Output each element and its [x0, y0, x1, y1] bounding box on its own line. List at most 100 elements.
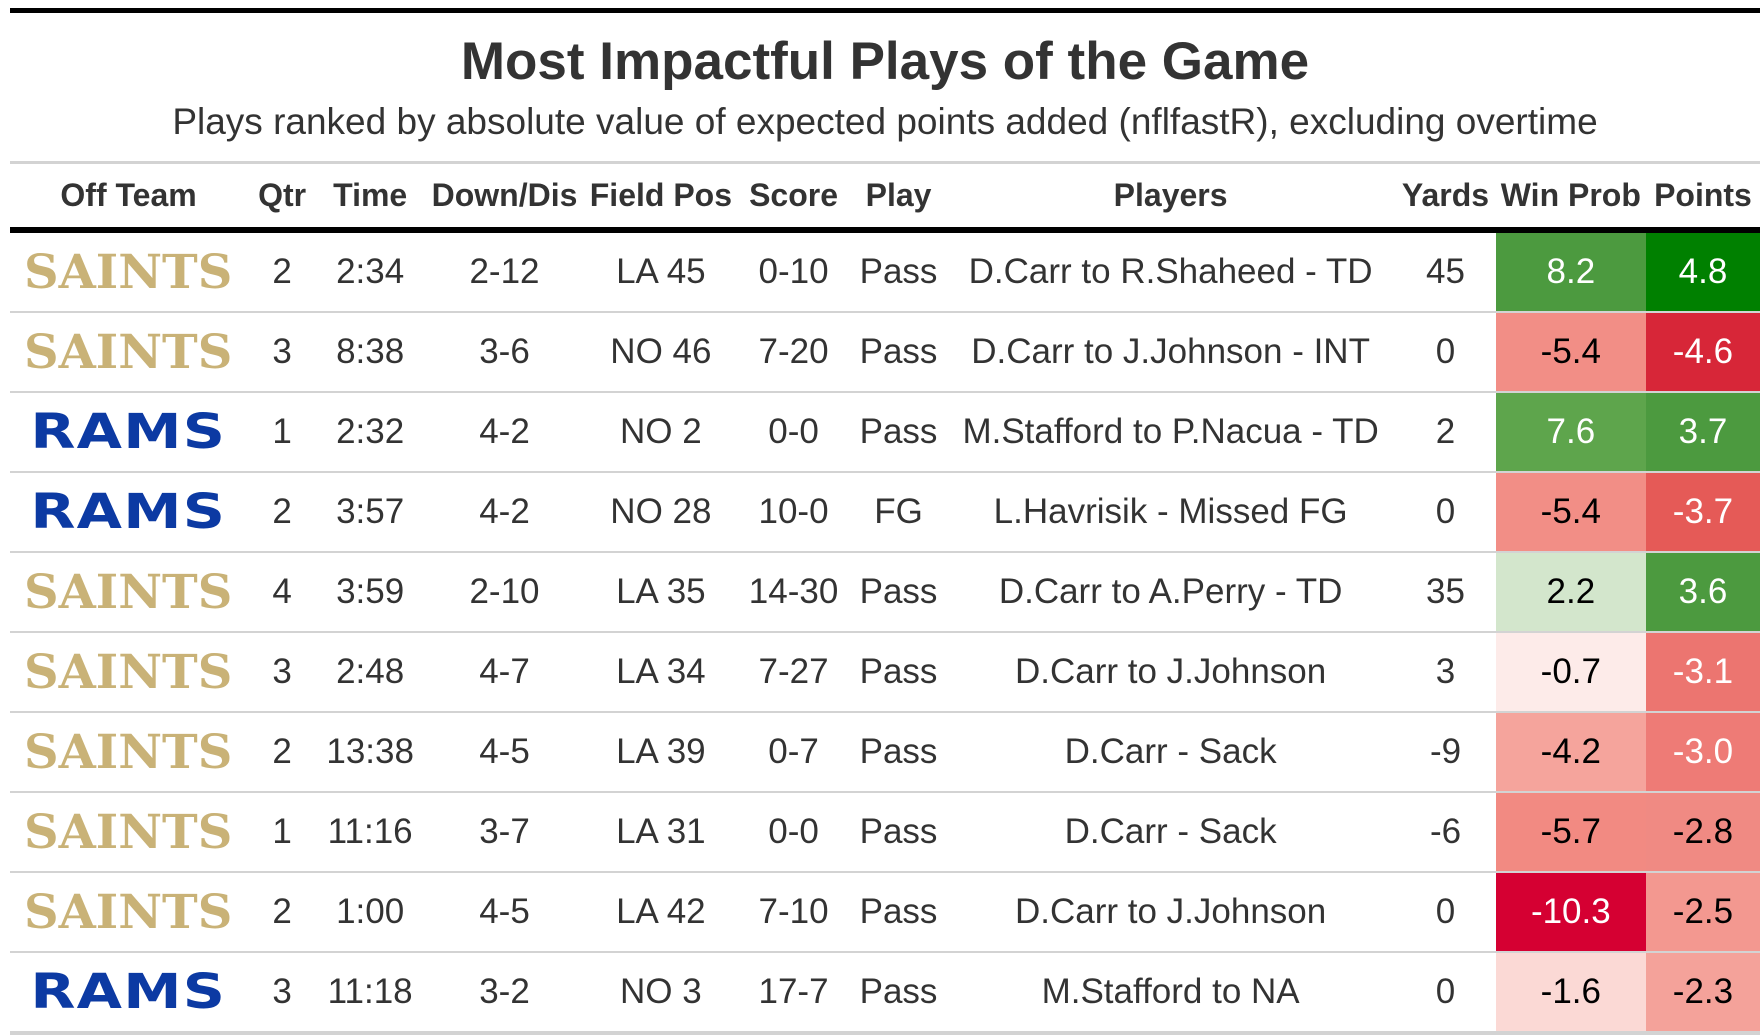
header-row: Off Team Qtr Time Down/Dis Field Pos Sco…	[10, 164, 1760, 233]
cell-play: Pass	[851, 632, 946, 713]
col-header-points: Points	[1645, 164, 1760, 233]
col-header-time: Time	[317, 164, 424, 233]
cell-points: -3.7	[1645, 472, 1760, 553]
table-row: SAINTS 2 1:00 4-5 LA 42 7-10 Pass D.Carr to J.J…	[10, 872, 1760, 953]
table-row: RAMS 1 2:32 4-2 NO 2 0-0 Pass M.Stafford to P.N…	[10, 392, 1760, 473]
cell-play: Pass	[851, 312, 946, 393]
cell-qtr: 1	[247, 792, 318, 873]
cell-fieldpos: LA 31	[585, 792, 736, 873]
cell-play: Pass	[851, 872, 946, 953]
rams-logo: RAMS	[30, 404, 227, 460]
cell-time: 11:16	[317, 792, 424, 873]
cell-score: 10-0	[735, 472, 852, 553]
team-logo-cell: SAINTS	[10, 792, 248, 873]
cell-players: D.Carr to J.Johnson	[945, 632, 1396, 713]
col-header-fieldpos: Field Pos	[585, 164, 736, 233]
cell-players: D.Carr to A.Perry - TD	[945, 552, 1396, 633]
cell-fieldpos: NO 46	[585, 312, 736, 393]
cell-score: 7-27	[735, 632, 852, 713]
cell-points: -3.1	[1645, 632, 1760, 713]
cell-yards: -6	[1395, 792, 1496, 873]
rams-logo: RAMS	[30, 964, 227, 1020]
cell-yards: 0	[1395, 472, 1496, 553]
rams-logo: RAMS	[30, 484, 227, 540]
cell-score: 7-10	[735, 872, 852, 953]
cell-score: 17-7	[735, 952, 852, 1035]
table-row: SAINTS 2 2:34 2-12 LA 45 0-10 Pass D.Carr to R.…	[10, 230, 1760, 313]
col-header-down: Down/Dis	[423, 164, 586, 233]
table-figure: Most Impactful Plays of the Game Plays r…	[10, 8, 1760, 1035]
saints-logo: SAINTS	[24, 724, 233, 780]
cell-yards: 0	[1395, 312, 1496, 393]
cell-players: D.Carr - Sack	[945, 712, 1396, 793]
cell-down: 3-6	[423, 312, 586, 393]
cell-fieldpos: NO 2	[585, 392, 736, 473]
cell-score: 7-20	[735, 312, 852, 393]
saints-logo: SAINTS	[24, 324, 233, 380]
cell-fieldpos: NO 28	[585, 472, 736, 553]
col-header-qtr: Qtr	[247, 164, 318, 233]
cell-yards: 35	[1395, 552, 1496, 633]
cell-down: 4-2	[423, 392, 586, 473]
cell-points: -3.0	[1645, 712, 1760, 793]
cell-qtr: 2	[247, 472, 318, 553]
cell-down: 3-2	[423, 952, 586, 1035]
cell-score: 0-10	[735, 230, 852, 313]
cell-qtr: 3	[247, 312, 318, 393]
team-logo-cell: SAINTS	[10, 712, 248, 793]
cell-time: 1:00	[317, 872, 424, 953]
cell-play: Pass	[851, 392, 946, 473]
table-row: RAMS 2 3:57 4-2 NO 28 10-0 FG L.Havrisik - Miss…	[10, 472, 1760, 553]
table-row: SAINTS 2 13:38 4-5 LA 39 0-7 Pass D.Carr - Sack…	[10, 712, 1760, 793]
subtitle-rule	[10, 161, 1760, 164]
table-body: SAINTS 2 2:34 2-12 LA 45 0-10 Pass D.Carr to R.…	[10, 230, 1760, 1035]
cell-score: 0-0	[735, 392, 852, 473]
saints-logo: SAINTS	[24, 884, 233, 940]
table-row: SAINTS 3 2:48 4-7 LA 34 7-27 Pass D.Carr to J.J…	[10, 632, 1760, 713]
cell-time: 3:59	[317, 552, 424, 633]
col-header-team: Off Team	[10, 164, 248, 233]
team-logo-cell: SAINTS	[10, 312, 248, 393]
cell-points: 3.7	[1645, 392, 1760, 473]
cell-qtr: 1	[247, 392, 318, 473]
table-row: RAMS 3 11:18 3-2 NO 3 17-7 Pass M.Stafford to N…	[10, 952, 1760, 1035]
cell-fieldpos: LA 42	[585, 872, 736, 953]
cell-score: 14-30	[735, 552, 852, 633]
cell-yards: 0	[1395, 872, 1496, 953]
col-header-play: Play	[851, 164, 946, 233]
cell-score: 0-7	[735, 712, 852, 793]
cell-qtr: 3	[247, 632, 318, 713]
cell-points: 4.8	[1645, 230, 1760, 313]
team-logo-cell: SAINTS	[10, 552, 248, 633]
cell-play: Pass	[851, 712, 946, 793]
cell-winprob: 2.2	[1495, 552, 1646, 633]
cell-fieldpos: LA 34	[585, 632, 736, 713]
cell-down: 3-7	[423, 792, 586, 873]
cell-winprob: 7.6	[1495, 392, 1646, 473]
cell-points: 3.6	[1645, 552, 1760, 633]
cell-yards: 3	[1395, 632, 1496, 713]
cell-qtr: 2	[247, 712, 318, 793]
cell-down: 4-5	[423, 712, 586, 793]
cell-play: Pass	[851, 792, 946, 873]
table-row: SAINTS 1 11:16 3-7 LA 31 0-0 Pass D.Carr - Sack…	[10, 792, 1760, 873]
cell-yards: -9	[1395, 712, 1496, 793]
cell-points: -2.8	[1645, 792, 1760, 873]
cell-time: 11:18	[317, 952, 424, 1035]
col-header-score: Score	[735, 164, 852, 233]
saints-logo: SAINTS	[24, 244, 233, 300]
saints-logo: SAINTS	[24, 644, 233, 700]
cell-time: 3:57	[317, 472, 424, 553]
cell-winprob: -4.2	[1495, 712, 1646, 793]
cell-down: 4-7	[423, 632, 586, 713]
cell-winprob: -5.4	[1495, 472, 1646, 553]
team-logo-cell: RAMS	[10, 472, 248, 553]
top-rule	[10, 8, 1760, 13]
cell-down: 4-2	[423, 472, 586, 553]
cell-fieldpos: NO 3	[585, 952, 736, 1035]
cell-fieldpos: LA 45	[585, 230, 736, 313]
cell-winprob: -1.6	[1495, 952, 1646, 1035]
cell-score: 0-0	[735, 792, 852, 873]
cell-play: Pass	[851, 952, 946, 1035]
cell-qtr: 2	[247, 230, 318, 313]
